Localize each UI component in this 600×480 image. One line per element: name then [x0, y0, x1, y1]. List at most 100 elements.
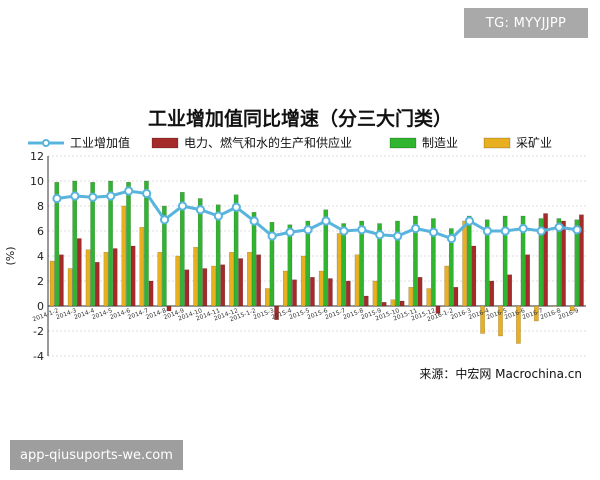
bar-power [274, 305, 279, 320]
bar-power [112, 248, 118, 307]
industry-point [231, 202, 241, 212]
bar-manufacturing [90, 182, 95, 307]
bar-power [399, 300, 405, 307]
bar-mining [193, 247, 198, 307]
industry-point [482, 226, 492, 236]
bar-power [561, 220, 566, 307]
bar-manufacturing [287, 224, 293, 307]
y-axis-label: (%) [4, 246, 17, 265]
bar-manufacturing [556, 218, 562, 307]
bar-power [202, 268, 208, 307]
bars [49, 180, 584, 344]
bar-manufacturing [197, 198, 203, 307]
y-tick-label: 4 [37, 250, 44, 263]
industry-point [339, 226, 349, 236]
bar-manufacturing [126, 182, 131, 307]
industry-line [56, 189, 578, 241]
bar-mining [67, 268, 73, 307]
industry-point [142, 188, 152, 199]
bar-mining [444, 265, 450, 307]
y-tick-label: 6 [37, 225, 44, 238]
bar-mining [480, 305, 485, 334]
bar-mining [283, 270, 288, 307]
bar-manufacturing [108, 180, 113, 307]
bar-power [76, 238, 82, 307]
bar-manufacturing [54, 182, 60, 307]
bar-mining [85, 249, 91, 307]
bar-mining [462, 220, 467, 307]
bar-power [310, 277, 315, 307]
bar-power [525, 254, 530, 307]
industry-point [446, 233, 457, 244]
bar-mining [390, 299, 396, 307]
bar-manufacturing [323, 209, 329, 307]
y-tick-label: 8 [37, 200, 44, 213]
legend-swatch-bar [151, 137, 179, 149]
grid [47, 155, 586, 357]
industry-point [249, 216, 259, 226]
line-series [52, 186, 582, 244]
bar-power [184, 269, 190, 307]
bar-mining [354, 254, 360, 307]
chart-title: 工业增加值同比增速（分三大门类） [148, 107, 452, 130]
app-url-tag: app-qiusuports-we.com [10, 440, 183, 470]
industry-point [375, 230, 385, 240]
bar-manufacturing [305, 220, 311, 307]
bar-manufacturing [215, 204, 221, 307]
x-tick-label: 2016-9 [557, 307, 580, 321]
industry-point [303, 225, 313, 235]
bar-power [453, 287, 459, 307]
bar-manufacturing [179, 192, 185, 307]
bar-manufacturing [377, 223, 382, 307]
bar-manufacturing [413, 215, 418, 307]
bar-manufacturing [395, 220, 400, 307]
y-tick-label: 0 [37, 300, 44, 313]
y-tick-label: 2 [37, 275, 44, 288]
bar-manufacturing [72, 180, 77, 307]
source-note: 来源：中宏网 Macrochina.cn [419, 366, 582, 381]
industry-point [464, 216, 475, 226]
bar-mining [552, 305, 557, 307]
watermark-badge: TG: MYYJJPP [464, 8, 588, 38]
bar-mining [211, 265, 216, 307]
bar-power [148, 280, 154, 307]
legend-label: 工业增加值 [70, 135, 130, 150]
bar-manufacturing [574, 219, 580, 307]
legend-label: 制造业 [422, 136, 458, 150]
bar-power [238, 258, 244, 307]
bar-manufacturing [466, 215, 472, 307]
industry-point [124, 186, 134, 196]
bar-mining [265, 288, 270, 307]
bar-manufacturing [233, 194, 239, 307]
bar-power [435, 305, 441, 314]
bar-mining [175, 255, 181, 307]
bar-power [381, 302, 387, 307]
bar-manufacturing [144, 180, 149, 307]
bar-mining [426, 288, 432, 307]
bar-manufacturing [449, 228, 454, 307]
industry-point [518, 223, 528, 234]
bar-mining [300, 255, 306, 307]
bar-mining [247, 252, 252, 307]
industry-point [177, 201, 188, 211]
industry-point [321, 216, 331, 226]
bar-mining [336, 233, 342, 307]
industry-point [285, 227, 295, 237]
bar-power [489, 280, 495, 307]
industry-point [159, 215, 170, 225]
y-tick-label: -4 [33, 350, 44, 363]
bar-mining [408, 287, 414, 307]
industry-point [393, 231, 403, 241]
industry-point [213, 211, 223, 221]
bar-power [346, 280, 351, 307]
bar-mining [103, 252, 109, 307]
bar-mining [157, 252, 163, 307]
industry-point [195, 205, 206, 215]
bar-power [363, 295, 369, 307]
industry-point [572, 225, 582, 235]
bar-power [59, 254, 64, 307]
y-tick-labels: -4 -2 0 2 4 6 8 10 12 [30, 150, 44, 363]
legend-swatch-bar [389, 137, 417, 149]
bar-manufacturing [538, 218, 544, 307]
